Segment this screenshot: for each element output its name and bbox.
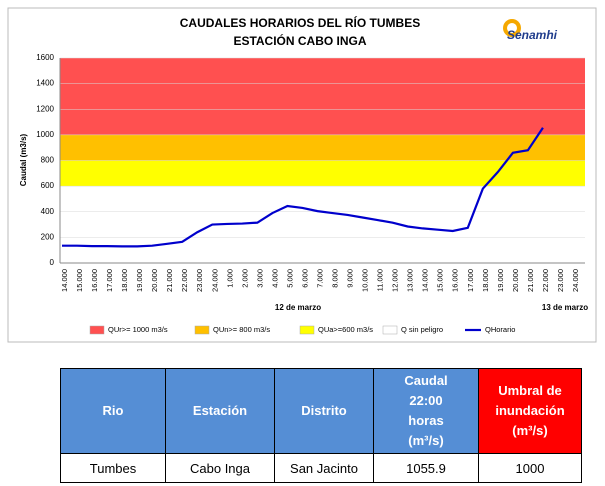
- chart-subtitle: ESTACIÓN CABO INGA: [233, 33, 366, 48]
- date-label: 13 de marzo: [542, 303, 588, 312]
- header-line: (m³/s): [408, 433, 444, 448]
- data-line: [62, 127, 544, 248]
- table-cell: Cabo Inga: [165, 453, 275, 483]
- table-header: Estación: [165, 368, 275, 454]
- x-tick-label: 24.000: [571, 269, 580, 292]
- x-tick-label: 19.000: [496, 269, 505, 292]
- x-tick-label: 14.000: [60, 269, 69, 292]
- x-tick-label: 18.000: [481, 269, 490, 292]
- header-line: (m³/s): [512, 423, 548, 438]
- header-line: Caudal: [404, 373, 448, 388]
- header-line: Rio: [102, 403, 124, 418]
- legend-label: QUa>=600 m3/s: [318, 325, 373, 334]
- x-tick-label: 9.000: [346, 269, 355, 288]
- table-header: Caudal 22:00 horas (m³/s): [373, 368, 479, 454]
- legend-swatch: [299, 325, 315, 335]
- x-tick-label: 17.000: [466, 269, 475, 292]
- header-line: Umbral de: [498, 383, 562, 398]
- legend-swatch: [194, 325, 210, 335]
- x-tick-label: 23.000: [195, 269, 204, 292]
- x-tick-label: 10.000: [361, 269, 370, 292]
- x-tick-label: 4.000: [270, 269, 279, 288]
- x-tick-label: 5.000: [285, 269, 294, 288]
- y-tick-label: 600: [41, 181, 55, 190]
- data-table: Rio Estación Distrito Caudal 22:00 horas (m³/s…: [60, 368, 582, 483]
- x-tick-label: 16.000: [451, 269, 460, 292]
- y-tick-label: 200: [41, 232, 55, 241]
- header-line: horas: [408, 413, 444, 428]
- legend-label: Q sin peligro: [401, 325, 443, 334]
- x-tick-label: 7.000: [315, 269, 324, 288]
- x-tick-label: 21.000: [526, 269, 535, 292]
- x-tick-label: 3.000: [255, 269, 264, 288]
- x-tick-label: 13.000: [406, 269, 415, 292]
- x-tick-label: 17.000: [105, 269, 114, 292]
- x-tick-label: 15.000: [436, 269, 445, 292]
- legend-label: QUn>= 800 m3/s: [213, 325, 270, 334]
- legend-swatch: [89, 325, 105, 335]
- x-tick-label: 1.000: [225, 269, 234, 288]
- x-tick-label: 19.000: [135, 269, 144, 292]
- y-tick-label: 1600: [36, 53, 54, 62]
- table-cell: San Jacinto: [274, 453, 374, 483]
- threshold-band: [60, 186, 585, 263]
- threshold-band: [60, 134, 585, 161]
- table-header: Distrito: [274, 368, 374, 454]
- x-tick-label: 22.000: [541, 269, 550, 292]
- legend-label: QUr>= 1000 m3/s: [108, 325, 168, 334]
- x-tick-label: 2.000: [240, 269, 249, 288]
- header-line: inundación: [495, 403, 565, 418]
- x-tick-label: 15.000: [75, 269, 84, 292]
- x-tick-label: 21.000: [165, 269, 174, 292]
- legend-label: QHorario: [485, 325, 515, 334]
- y-tick-label: 800: [41, 156, 55, 165]
- x-tick-label: 6.000: [300, 269, 309, 288]
- x-tick-label: 24.000: [210, 269, 219, 292]
- y-tick-label: 0: [50, 258, 55, 267]
- x-tick-label: 11.000: [376, 269, 385, 291]
- table-header: Rio: [60, 368, 166, 454]
- chart: CAUDALES HORARIOS DEL RÍO TUMBES ESTACIÓ…: [7, 7, 597, 343]
- logo-text: Senamhi: [507, 28, 558, 42]
- x-tick-label: 14.000: [421, 269, 430, 292]
- y-tick-label: 400: [41, 207, 55, 216]
- logo-sun: [503, 19, 521, 37]
- table-cell: 1055.9: [373, 453, 479, 483]
- header-line: 22:00: [409, 393, 443, 408]
- chart-title: CAUDALES HORARIOS DEL RÍO TUMBES: [180, 15, 420, 30]
- y-axis-label: Caudal (m3/s): [19, 133, 28, 186]
- header-line: Distrito: [301, 403, 347, 418]
- table-cell: Tumbes: [60, 453, 166, 483]
- threshold-band: [60, 160, 585, 187]
- x-tick-label: 16.000: [90, 269, 99, 292]
- table-row: Tumbes Cabo Inga San Jacinto 1055.9 1000: [60, 453, 582, 483]
- x-tick-label: 20.000: [511, 269, 520, 292]
- x-tick-label: 20.000: [150, 269, 159, 292]
- x-tick-label: 8.000: [331, 269, 340, 288]
- legend-swatch: [382, 325, 398, 335]
- table-header: Umbral de inundación (m³/s): [478, 368, 582, 454]
- header-line: Estación: [192, 403, 248, 418]
- date-label: 12 de marzo: [275, 303, 321, 312]
- table-cell: 1000: [478, 453, 582, 483]
- y-tick-label: 1400: [36, 79, 54, 88]
- y-tick-label: 1000: [36, 130, 54, 139]
- threshold-band: [60, 58, 585, 135]
- x-tick-label: 22.000: [180, 269, 189, 292]
- x-tick-label: 23.000: [556, 269, 565, 292]
- y-tick-label: 1200: [36, 104, 54, 113]
- x-tick-label: 18.000: [120, 269, 129, 292]
- x-tick-label: 12.000: [391, 269, 400, 292]
